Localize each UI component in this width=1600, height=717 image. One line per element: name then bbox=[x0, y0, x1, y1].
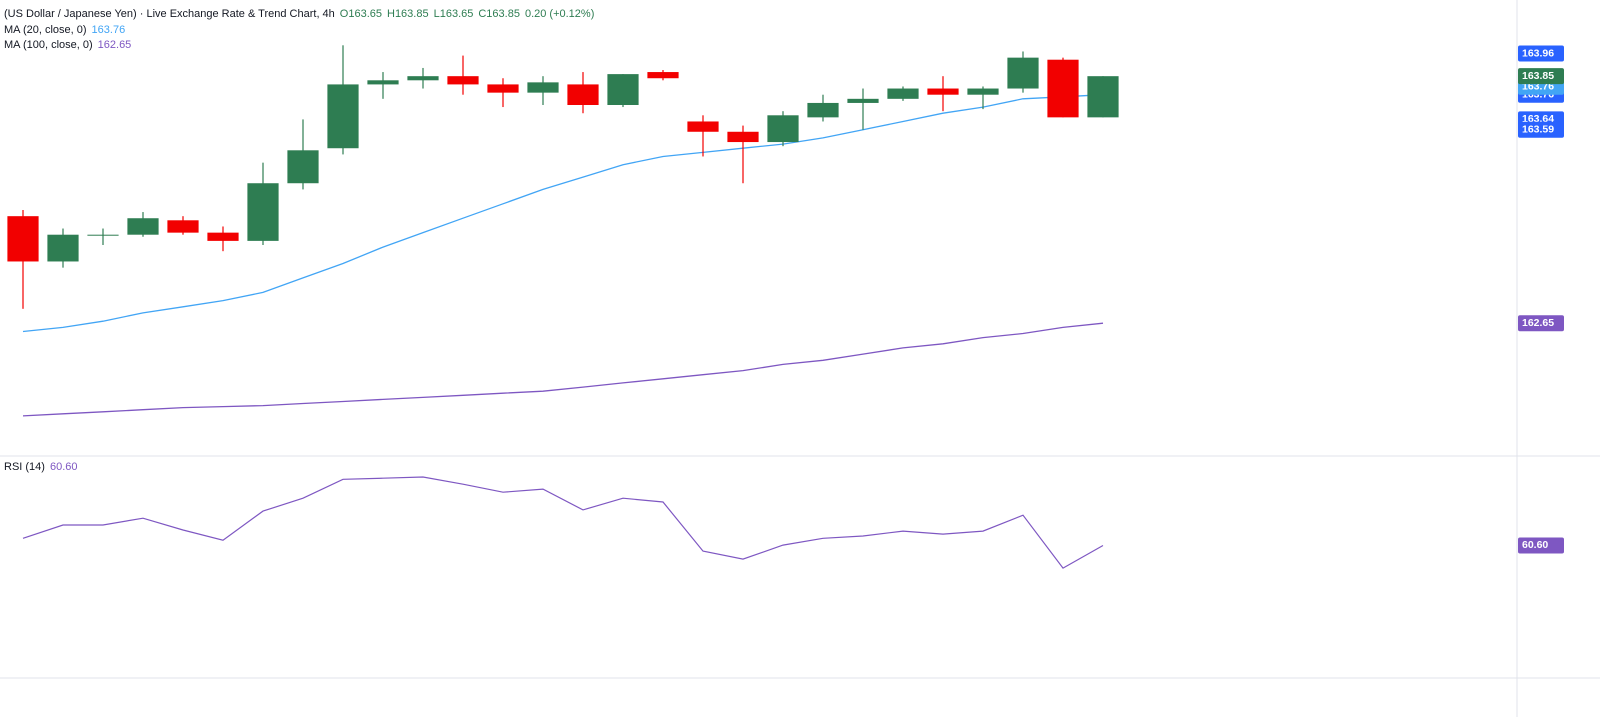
legend-value: 163.76 bbox=[92, 24, 126, 36]
ma-line bbox=[22, 322, 1104, 417]
candle-body bbox=[527, 82, 559, 93]
candle-body bbox=[167, 220, 199, 233]
candle-body bbox=[327, 84, 359, 149]
candle-body bbox=[807, 102, 839, 118]
last-price-label: 163.85 bbox=[1522, 70, 1554, 82]
chart-title: (US Dollar / Japanese Yen) · Live Exchan… bbox=[4, 8, 335, 20]
legend-value: 162.65 bbox=[98, 39, 132, 51]
ma-last-label-box bbox=[1518, 315, 1564, 332]
candle-body bbox=[1047, 59, 1079, 118]
candle-body bbox=[487, 84, 519, 93]
candle-body bbox=[407, 76, 439, 81]
rsi-last-label-box bbox=[1518, 537, 1564, 554]
candle-body bbox=[127, 218, 159, 235]
candle-body bbox=[247, 183, 279, 241]
candle-body bbox=[767, 115, 799, 143]
ma-line bbox=[22, 94, 1104, 333]
candle-body bbox=[367, 80, 399, 85]
price-line-label: 163.59 bbox=[1522, 123, 1554, 135]
candle-body bbox=[727, 131, 759, 143]
candle-body bbox=[447, 76, 479, 85]
candle-body bbox=[647, 72, 679, 79]
candle-body bbox=[47, 234, 79, 262]
candle-body bbox=[967, 88, 999, 95]
candle-body bbox=[567, 84, 599, 105]
candle-body bbox=[87, 234, 119, 236]
ohlc-value: L163.65 bbox=[434, 8, 474, 20]
ohlc-value: H163.85 bbox=[387, 8, 429, 20]
candle-body bbox=[207, 232, 239, 241]
price-line-label: 163.96 bbox=[1522, 47, 1554, 59]
candle-body bbox=[887, 88, 919, 99]
candle-body bbox=[687, 121, 719, 132]
ohlc-value: O163.65 bbox=[340, 8, 382, 20]
candle-body bbox=[927, 88, 959, 95]
legend-entry: RSI (14) bbox=[4, 461, 45, 473]
candle-body bbox=[607, 74, 639, 105]
candle-body bbox=[1007, 57, 1039, 89]
ma-last-label: 162.65 bbox=[1522, 317, 1554, 329]
legend-value: 60.60 bbox=[50, 461, 78, 473]
last-price-label-box bbox=[1518, 68, 1564, 85]
ohlc-value: C163.85 bbox=[478, 8, 520, 20]
ohlc-value: 0.20 (+0.12%) bbox=[525, 8, 594, 20]
candle-body bbox=[7, 216, 39, 262]
price-line-label-box bbox=[1518, 121, 1564, 138]
candle-body bbox=[1087, 76, 1119, 118]
candle-body bbox=[287, 150, 319, 184]
rsi-line bbox=[22, 476, 1104, 569]
rsi-last-label: 60.60 bbox=[1522, 539, 1548, 551]
legend-entry: MA (100, close, 0) bbox=[4, 39, 93, 51]
legend-entry: MA (20, close, 0) bbox=[4, 24, 87, 36]
candle-body bbox=[847, 98, 879, 103]
price-line-label-box bbox=[1518, 45, 1564, 62]
